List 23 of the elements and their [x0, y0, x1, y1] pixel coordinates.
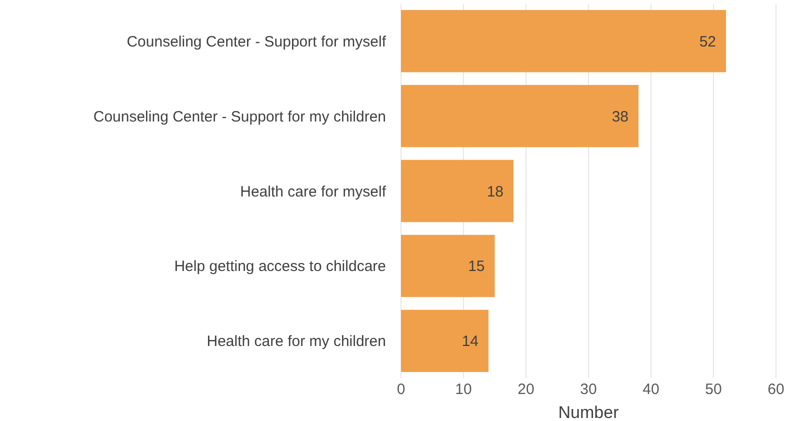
- y-tick-label: Counseling Center - Support for myself: [126, 33, 387, 50]
- x-tick-label: 10: [455, 381, 472, 398]
- data-label: 15: [468, 258, 485, 276]
- data-label: 18: [486, 183, 504, 200]
- x-tick-label: 0: [396, 381, 406, 398]
- y-tick-label: Health care for myself: [240, 183, 387, 200]
- bar: [401, 10, 726, 72]
- bar: [401, 234, 495, 298]
- data-label: 38: [612, 108, 628, 126]
- x-tick-label: 20: [518, 381, 534, 398]
- x-axis-title: Number: [558, 402, 620, 421]
- data-label: 52: [699, 33, 716, 50]
- x-tick-label: 30: [580, 381, 597, 398]
- bar: [401, 310, 488, 372]
- x-tick-label: 60: [768, 381, 784, 398]
- y-tick-label: Health care for my children: [206, 333, 386, 350]
- bar: [401, 84, 638, 148]
- x-tick-label: 50: [705, 381, 722, 398]
- y-tick-label: Counseling Center - Support for my children: [93, 108, 386, 126]
- data-label: 14: [462, 333, 478, 350]
- bar: [401, 160, 514, 222]
- x-tick-label: 40: [642, 381, 660, 398]
- y-tick-label: Help getting access to childcare: [174, 258, 386, 276]
